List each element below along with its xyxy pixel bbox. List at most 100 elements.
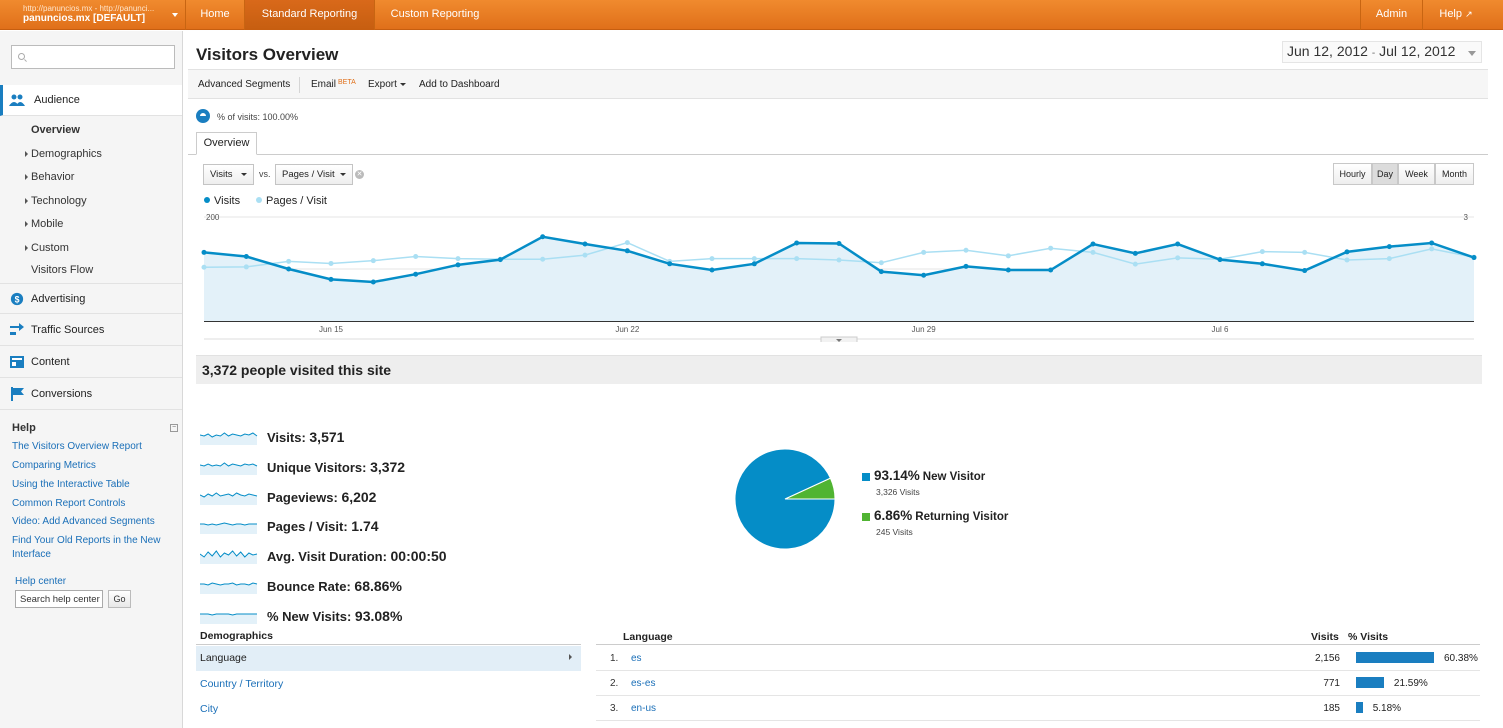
visits-point[interactable] <box>328 276 334 282</box>
pages-visit-point[interactable] <box>1344 257 1350 263</box>
pages-visit-point[interactable] <box>1048 245 1054 251</box>
nav-custom-reporting[interactable]: Custom Reporting <box>390 8 480 20</box>
help-search-input[interactable]: Search help center <box>15 590 103 608</box>
help-center-link[interactable]: Help center <box>15 576 67 587</box>
visits-point[interactable] <box>286 266 292 272</box>
pages-visit-point[interactable] <box>624 240 630 246</box>
nav-standard-reporting[interactable]: Standard Reporting <box>245 0 375 30</box>
sidebar-item-advertising[interactable]: $ Advertising <box>0 283 182 314</box>
help-link[interactable]: Video: Add Advanced Segments <box>12 516 155 527</box>
help-link[interactable]: The Visitors Overview Report <box>12 441 142 452</box>
pages-visit-point[interactable] <box>1090 249 1096 255</box>
visits-point[interactable] <box>1090 241 1096 247</box>
month-button[interactable]: Month <box>1435 163 1474 185</box>
pages-visit-point[interactable] <box>243 264 249 270</box>
visits-point[interactable] <box>1429 240 1435 246</box>
sidebar-sub-demographics[interactable]: Demographics <box>25 148 102 160</box>
visits-point[interactable] <box>455 262 461 268</box>
pie-slice-new-visitor[interactable] <box>734 448 836 550</box>
visitor-type-pie-chart[interactable] <box>733 447 837 551</box>
visits-point[interactable] <box>751 261 757 267</box>
visits-point[interactable] <box>1386 244 1392 250</box>
primary-metric-dropdown[interactable]: Visits <box>203 164 254 185</box>
visits-point[interactable] <box>582 241 588 247</box>
remove-metric-icon[interactable]: ✕ <box>355 170 364 179</box>
compare-metric-dropdown[interactable]: Pages / Visit <box>275 164 353 185</box>
demographics-item-city[interactable]: City <box>200 703 219 715</box>
sidebar-sub-visitors-flow[interactable]: Visitors Flow <box>31 264 94 276</box>
pages-visit-point[interactable] <box>1132 261 1138 267</box>
pages-visit-point[interactable] <box>1386 256 1392 262</box>
pages-visit-point[interactable] <box>963 247 969 253</box>
sidebar-sub-technology[interactable]: Technology <box>25 195 87 207</box>
visits-point[interactable] <box>1344 249 1350 255</box>
visits-point[interactable] <box>1005 267 1011 273</box>
sidebar-sub-mobile[interactable]: Mobile <box>24 218 64 230</box>
pages-visit-point[interactable] <box>582 252 588 258</box>
visits-point[interactable] <box>201 249 207 255</box>
advanced-segments-button[interactable]: Advanced Segments <box>198 79 291 90</box>
pages-visit-point[interactable] <box>751 256 757 262</box>
language-link[interactable]: es <box>631 653 642 664</box>
pages-visit-point[interactable] <box>370 258 376 264</box>
sidebar-sub-custom[interactable]: Custom <box>25 242 69 254</box>
pages-visit-point[interactable] <box>1302 249 1308 255</box>
sidebar-item-conversions[interactable]: Conversions <box>0 379 182 410</box>
pages-visit-point[interactable] <box>794 256 800 262</box>
visits-point[interactable] <box>624 248 630 254</box>
pages-visit-point[interactable] <box>921 249 927 255</box>
visits-point[interactable] <box>1132 250 1138 256</box>
nav-admin[interactable]: Admin <box>1360 0 1423 30</box>
sidebar-sub-overview[interactable]: Overview <box>31 124 80 136</box>
visits-point[interactable] <box>1175 241 1181 247</box>
visits-point[interactable] <box>836 241 842 247</box>
demographics-item-language[interactable]: Language <box>196 646 581 671</box>
nav-home[interactable]: Home <box>186 0 245 30</box>
visits-point[interactable] <box>1217 257 1223 263</box>
pages-visit-point[interactable] <box>1259 249 1265 255</box>
report-search-input[interactable] <box>11 45 175 69</box>
visits-point[interactable] <box>243 254 249 260</box>
sidebar-item-traffic-sources[interactable]: Traffic Sources <box>0 315 182 346</box>
visits-point[interactable] <box>794 240 800 246</box>
pages-visit-point[interactable] <box>709 256 715 262</box>
date-range-picker[interactable]: Jun 12, 2012 - Jul 12, 2012 <box>1282 41 1482 63</box>
day-button[interactable]: Day <box>1372 163 1398 185</box>
tab-overview[interactable]: Overview <box>196 132 257 155</box>
visits-point[interactable] <box>1048 267 1054 273</box>
sidebar-sub-behavior[interactable]: Behavior <box>24 171 75 183</box>
visits-point[interactable] <box>921 272 927 278</box>
week-button[interactable]: Week <box>1398 163 1435 185</box>
help-link[interactable]: Common Report Controls <box>12 498 126 509</box>
email-button[interactable]: Email BETA <box>311 79 356 90</box>
visits-point[interactable] <box>1259 261 1265 267</box>
pages-visit-point[interactable] <box>201 264 207 270</box>
help-link[interactable]: Find Your Old Reports in the New Interfa… <box>12 535 161 560</box>
pages-visit-point[interactable] <box>1429 246 1435 252</box>
add-to-dashboard-button[interactable]: Add to Dashboard <box>419 79 500 90</box>
account-selector[interactable]: http://panuncios.mx - http://panunci... … <box>0 0 186 30</box>
pages-visit-point[interactable] <box>1005 253 1011 259</box>
visits-point[interactable] <box>540 234 546 240</box>
nav-help[interactable]: Help ↗ <box>1424 0 1488 30</box>
visits-point[interactable] <box>497 257 503 263</box>
visits-point[interactable] <box>413 271 419 277</box>
collapse-icon[interactable]: − <box>170 424 178 432</box>
visits-point[interactable] <box>1302 268 1308 274</box>
visits-point[interactable] <box>370 279 376 285</box>
pages-visit-point[interactable] <box>540 256 546 262</box>
pages-visit-point[interactable] <box>328 260 334 266</box>
help-link[interactable]: Comparing Metrics <box>12 460 96 471</box>
visits-point[interactable] <box>1471 255 1477 261</box>
demographics-item-country[interactable]: Country / Territory <box>200 678 284 690</box>
export-button[interactable]: Export <box>368 79 406 90</box>
pages-visit-point[interactable] <box>455 256 461 262</box>
visits-point[interactable] <box>667 261 673 267</box>
language-link[interactable]: es-es <box>631 678 656 689</box>
help-link[interactable]: Using the Interactive Table <box>12 479 130 490</box>
sidebar-item-content[interactable]: Content <box>0 347 182 378</box>
pages-visit-point[interactable] <box>836 257 842 263</box>
pages-visit-point[interactable] <box>1175 255 1181 261</box>
sidebar-item-audience[interactable]: Audience <box>0 85 182 116</box>
